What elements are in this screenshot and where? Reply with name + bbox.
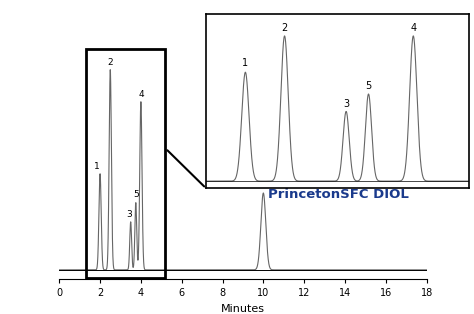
Text: 3: 3 (343, 99, 349, 109)
Bar (86, 49, 165, 278)
Text: 6: 6 (260, 181, 266, 190)
Text: 2: 2 (282, 23, 288, 33)
Text: 5: 5 (134, 190, 139, 199)
X-axis label: Minutes: Minutes (221, 304, 265, 314)
Text: 5: 5 (365, 81, 372, 91)
Text: 4: 4 (138, 89, 144, 99)
Text: 1: 1 (94, 162, 100, 171)
Text: PrincetonSFC DIOL: PrincetonSFC DIOL (268, 188, 409, 201)
Text: 4: 4 (410, 23, 416, 33)
Text: 3: 3 (126, 210, 132, 219)
Text: 2: 2 (108, 57, 113, 67)
Text: 1: 1 (242, 58, 248, 68)
